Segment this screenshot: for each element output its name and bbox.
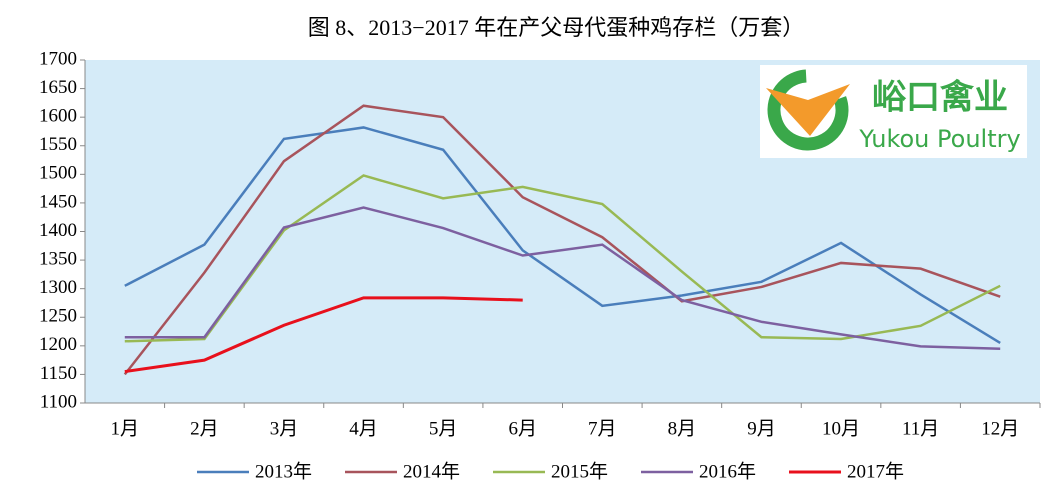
y-tick-label: 1100 [40, 391, 77, 412]
x-tick-label: 7月 [588, 418, 617, 439]
y-tick-label: 1600 [39, 106, 77, 127]
y-tick-label: 1450 [39, 191, 77, 212]
logo-name: 峪口禽业 [872, 78, 1008, 118]
x-tick-label: 9月 [747, 418, 776, 439]
x-tick-label: 8月 [668, 418, 697, 439]
x-tick-label: 5月 [429, 418, 458, 439]
logo-v [766, 84, 850, 136]
y-tick-label: 1400 [39, 220, 77, 241]
series-line [124, 296, 523, 374]
logo: 峪口禽业 Yukou Poultry [760, 65, 1027, 158]
legend-label: 2016年 [699, 460, 756, 482]
legend-label: 2015年 [551, 460, 608, 482]
x-tick-label: 4月 [349, 418, 378, 439]
x-tick-label: 12月 [981, 418, 1019, 439]
x-tick-label: 11月 [902, 418, 939, 439]
series-line [123, 104, 1001, 376]
y-tick-label: 1650 [39, 77, 77, 98]
series-line [124, 206, 1001, 350]
chart-title: 图 8、2013−2017 年在产父母代蛋种鸡存栏（万套） [308, 15, 804, 40]
y-tick-label: 1500 [39, 163, 77, 184]
y-tick-label: 1300 [39, 277, 77, 298]
series-line [124, 126, 1001, 345]
legend-label: 2013年 [255, 460, 312, 482]
legend-label: 2014年 [403, 460, 460, 482]
x-tick-label: 6月 [508, 418, 537, 439]
legend-label: 2017年 [847, 460, 904, 482]
logo-subtitle: Yukou Poultry [858, 125, 1020, 153]
x-tick-label: 3月 [270, 418, 299, 439]
x-tick-label: 1月 [111, 418, 140, 439]
x-tick-label: 10月 [822, 418, 860, 439]
x-tick-label: 2月 [190, 418, 219, 439]
y-tick-label: 1550 [39, 134, 77, 155]
y-tick-label: 1200 [39, 334, 77, 355]
y-tick-label: 1700 [39, 48, 77, 69]
y-tick-label: 1150 [40, 363, 77, 384]
y-tick-label: 1350 [39, 248, 77, 269]
y-tick-label: 1250 [39, 306, 77, 327]
